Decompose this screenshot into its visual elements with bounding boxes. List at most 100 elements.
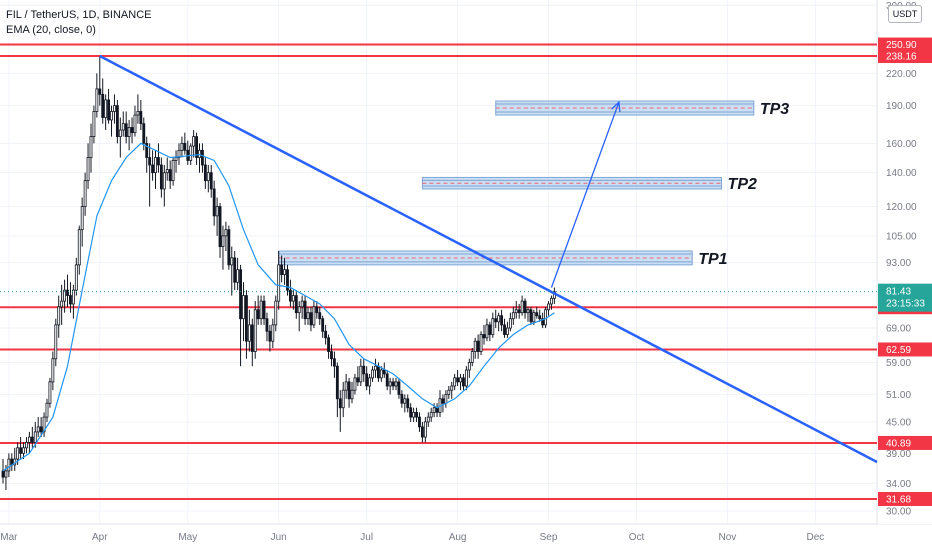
candle-body xyxy=(139,111,143,125)
time-axis: Mar Apr May Jun Jul Aug Sep Oct Nov Dec xyxy=(0,532,824,543)
candle-body xyxy=(203,164,207,182)
level-price-badge xyxy=(878,342,932,357)
price-tick-label: 220.00 xyxy=(886,69,917,80)
candle-body xyxy=(526,309,530,314)
candle-body xyxy=(353,377,357,391)
candle-body xyxy=(309,312,313,326)
candle-body xyxy=(464,369,468,387)
time-tick-label: Oct xyxy=(629,532,645,543)
candle-body xyxy=(429,411,433,418)
candle-body xyxy=(192,136,196,147)
time-tick-label: Jul xyxy=(360,532,373,543)
candle-body xyxy=(124,123,128,137)
candle-body xyxy=(221,235,225,247)
candle-body xyxy=(432,407,436,413)
candle-body xyxy=(300,300,304,308)
candle-body xyxy=(239,269,242,320)
candle-body xyxy=(171,160,175,182)
candle-body xyxy=(233,257,237,283)
candle-body xyxy=(444,394,448,404)
candle-body xyxy=(259,300,263,320)
candle-body xyxy=(142,123,146,144)
candle-body xyxy=(541,318,545,326)
time-tick-label: Dec xyxy=(807,532,825,543)
candle-body xyxy=(271,324,275,342)
candle-body xyxy=(491,318,495,335)
candle-body xyxy=(198,149,201,158)
candle-body xyxy=(136,111,140,116)
candle-body xyxy=(145,142,149,158)
candle-body xyxy=(529,309,533,323)
candle-body xyxy=(332,358,336,367)
candle-body xyxy=(159,164,163,190)
price-tick-label: 39.00 xyxy=(886,449,911,460)
symbol-title[interactable]: FIL / TetherUS, 1D, BINANCE xyxy=(6,9,152,21)
candle-body xyxy=(42,416,46,433)
candle-body xyxy=(71,289,75,305)
candle-body xyxy=(110,111,113,121)
candle-body xyxy=(113,105,116,112)
candle-body xyxy=(86,157,90,182)
currency-badge[interactable]: USDT xyxy=(888,5,922,23)
candle-body xyxy=(177,149,181,158)
candle-body xyxy=(508,318,512,329)
candle-body xyxy=(420,426,424,438)
candle-body xyxy=(547,303,550,311)
candle-body xyxy=(286,269,289,291)
chart-legend: FIL / TetherUS, 1D, BINANCE EMA (20, clo… xyxy=(6,8,152,38)
descending-trendline xyxy=(99,54,878,464)
candle-body xyxy=(467,362,471,371)
candle-body xyxy=(80,206,84,231)
projection-arrowhead xyxy=(611,100,621,113)
candle-body xyxy=(315,306,319,314)
candle-body xyxy=(368,377,372,387)
candle-body xyxy=(115,105,119,137)
candle-body xyxy=(201,149,204,166)
indicator-label[interactable]: EMA (20, close, 0) xyxy=(6,24,96,36)
target-label: TP3 xyxy=(760,101,789,118)
candle-body xyxy=(60,300,64,308)
candle-body xyxy=(98,88,102,95)
time-tick-label: Sep xyxy=(540,532,558,543)
price-tick-label: 69.00 xyxy=(886,324,911,335)
candle-body xyxy=(27,436,31,443)
candle-body xyxy=(453,377,457,387)
last-price-countdown: 23:15:33 xyxy=(886,299,925,310)
price-tick-label: 105.00 xyxy=(886,231,917,242)
candle-body xyxy=(121,123,125,131)
price-tick-label: 51.00 xyxy=(886,390,911,401)
time-tick-label: Apr xyxy=(92,532,108,543)
level-price-label: 40.89 xyxy=(886,438,911,449)
candle-body xyxy=(215,206,219,217)
candle-body xyxy=(356,377,360,383)
candle-body xyxy=(321,318,325,332)
candle-body xyxy=(95,88,99,112)
candle-body xyxy=(338,398,342,409)
price-axis: 300.00250.00220.00190.00160.00140.00120.… xyxy=(878,0,932,524)
candle-body xyxy=(479,334,483,352)
candle-body xyxy=(92,111,96,137)
candle-body xyxy=(382,369,386,375)
candle-body xyxy=(218,206,222,247)
candle-body xyxy=(262,300,266,320)
price-tick-label: 45.00 xyxy=(886,417,911,428)
level-price-badge xyxy=(878,492,932,506)
candle-body xyxy=(535,312,539,317)
level-price-badge xyxy=(878,49,932,63)
candle-body xyxy=(206,172,210,182)
candle-body xyxy=(154,157,157,174)
candle-body xyxy=(250,324,254,352)
candle-body xyxy=(57,306,61,326)
time-tick-label: May xyxy=(178,532,197,543)
candle-body xyxy=(253,309,257,352)
candle-body xyxy=(532,312,536,323)
candle-body xyxy=(63,289,67,302)
candle-body xyxy=(318,312,322,320)
candle-body xyxy=(118,129,122,137)
candle-body xyxy=(379,369,383,379)
candle-body xyxy=(365,373,369,387)
candle-body xyxy=(4,470,8,478)
candle-body xyxy=(426,416,430,423)
